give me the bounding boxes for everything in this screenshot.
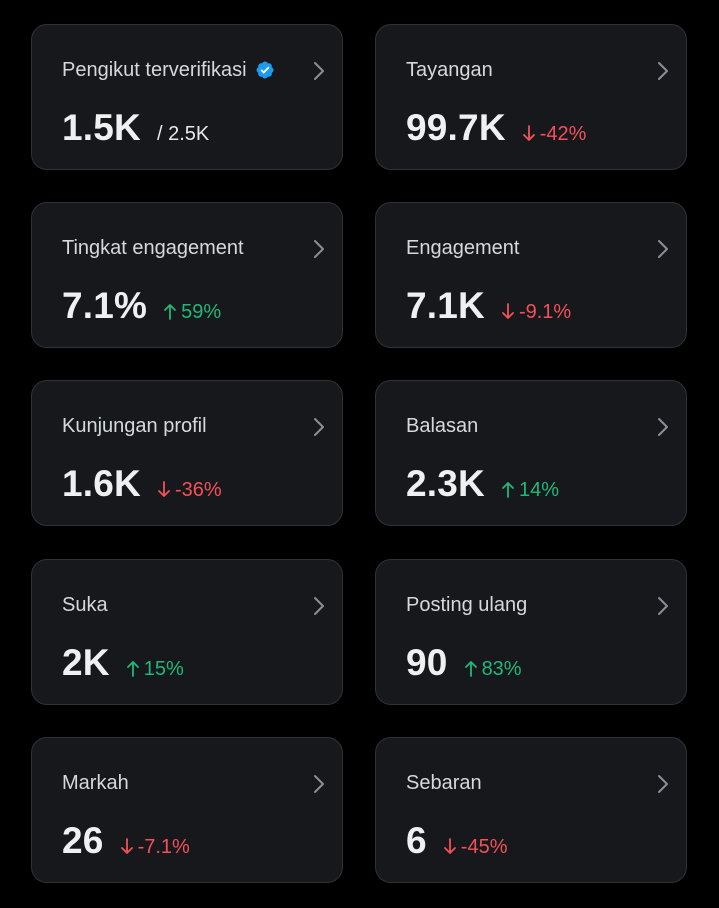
metric-value: 2K: [62, 642, 110, 683]
chevron-right-icon: [314, 240, 324, 258]
arrow-up-icon: [164, 304, 177, 320]
metric-label-row: Pengikut terverifikasi: [62, 57, 302, 83]
metric-label: Posting ulang: [406, 593, 528, 616]
metric-label-row: Markah: [62, 770, 302, 796]
metric-value: 1.6K: [62, 463, 141, 504]
metric-value: 7.1%: [62, 285, 148, 326]
metric-change-value: 83%: [481, 658, 522, 680]
metric-label: Tingkat engagement: [62, 236, 244, 259]
metric-label: Engagement: [406, 236, 520, 259]
metric-label: Balasan: [406, 414, 479, 437]
arrow-down-icon: [158, 481, 170, 497]
metric-label: Pengikut terverifikasi: [62, 58, 247, 81]
metric-change-value: 15%: [143, 658, 184, 680]
chevron-right-icon: [658, 240, 668, 258]
metric-value: 2.3K: [406, 463, 485, 504]
metric-card-engagement[interactable]: Engagement 7.1K -9.1%: [375, 202, 687, 348]
chevron-right-icon: [314, 62, 324, 80]
metric-value-row: 2.3K 14%: [406, 463, 559, 505]
metric-label-row: Balasan: [406, 413, 646, 439]
metric-label-row: Kunjungan profil: [62, 413, 302, 439]
metric-change-value: -9.1%: [518, 301, 572, 323]
verified-badge-icon: [256, 61, 274, 79]
metric-value-row: 26 -7.1%: [62, 820, 190, 862]
metric-value-row: 7.1K -9.1%: [406, 285, 571, 327]
metric-label-row: Suka: [62, 592, 302, 618]
arrow-up-icon: [126, 661, 139, 677]
metric-card-shares[interactable]: Sebaran 6 -45%: [375, 737, 687, 883]
metric-change: 83%: [464, 658, 522, 681]
metric-label: Sebaran: [406, 771, 482, 794]
metric-label-row: Sebaran: [406, 770, 646, 796]
metric-change: -7.1%: [120, 836, 190, 859]
metric-value: 99.7K: [406, 107, 506, 148]
chevron-right-icon: [314, 418, 324, 436]
metric-value-row: 90 83%: [406, 642, 522, 684]
metric-total: / 2.5K: [156, 123, 210, 145]
metric-value-row: 2K 15%: [62, 642, 184, 684]
chevron-right-icon: [658, 775, 668, 793]
metric-label-row: Posting ulang: [406, 592, 646, 618]
arrow-up-icon: [502, 482, 514, 498]
metric-value: 7.1K: [406, 285, 485, 326]
chevron-right-icon: [658, 597, 668, 615]
metric-change-value: -36%: [174, 479, 222, 501]
metric-value-row: 7.1% 59%: [62, 285, 221, 327]
metric-change: -42%: [522, 123, 587, 146]
metric-change-value: -45%: [460, 836, 508, 858]
metric-card-profile-visits[interactable]: Kunjungan profil 1.6K -36%: [31, 380, 343, 526]
metric-card-verified-followers[interactable]: Pengikut terverifikasi 1.5K / 2.5K: [31, 24, 343, 170]
metric-label-row: Tingkat engagement: [62, 235, 302, 261]
metric-change: -36%: [157, 479, 222, 502]
metric-card-reposts[interactable]: Posting ulang 90 83%: [375, 559, 687, 705]
metric-value-row: 1.5K / 2.5K: [62, 107, 209, 149]
metric-change: 14%: [501, 479, 559, 502]
metric-value-row: 6 -45%: [406, 820, 507, 862]
metric-card-replies[interactable]: Balasan 2.3K 14%: [375, 380, 687, 526]
metric-label: Suka: [62, 593, 108, 616]
metric-change: -9.1%: [501, 301, 571, 324]
metric-change-value: 59%: [181, 301, 222, 323]
arrow-down-icon: [443, 838, 456, 854]
metric-value-row: 1.6K -36%: [62, 463, 222, 505]
chevron-right-icon: [314, 775, 324, 793]
metric-change-value: -42%: [539, 123, 587, 145]
metric-value: 6: [406, 820, 427, 861]
metric-value: 1.5K: [62, 107, 141, 148]
metric-card-likes[interactable]: Suka 2K 15%: [31, 559, 343, 705]
metric-change: 15%: [126, 658, 184, 681]
metric-label: Markah: [62, 771, 129, 794]
arrow-down-icon: [522, 125, 535, 141]
metric-label: Kunjungan profil: [62, 414, 207, 437]
metric-change: 59%: [163, 301, 221, 324]
metric-label-row: Engagement: [406, 235, 646, 261]
metric-value: 90: [406, 642, 448, 683]
metric-label: Tayangan: [406, 58, 493, 81]
metric-label-row: Tayangan: [406, 57, 646, 83]
metric-card-bookmarks[interactable]: Markah 26 -7.1%: [31, 737, 343, 883]
metric-change: -45%: [443, 836, 508, 859]
metric-card-impressions[interactable]: Tayangan 99.7K -42%: [375, 24, 687, 170]
chevron-right-icon: [314, 597, 324, 615]
arrow-down-icon: [502, 303, 514, 319]
metric-value: 26: [62, 820, 104, 861]
arrow-up-icon: [464, 661, 477, 677]
metric-change-value: 14%: [518, 479, 559, 501]
chevron-right-icon: [658, 418, 668, 436]
chevron-right-icon: [658, 62, 668, 80]
metric-change-value: -7.1%: [137, 836, 190, 858]
metric-value-row: 99.7K -42%: [406, 107, 586, 149]
metric-card-engagement-rate[interactable]: Tingkat engagement 7.1% 59%: [31, 202, 343, 348]
arrow-down-icon: [120, 838, 133, 854]
